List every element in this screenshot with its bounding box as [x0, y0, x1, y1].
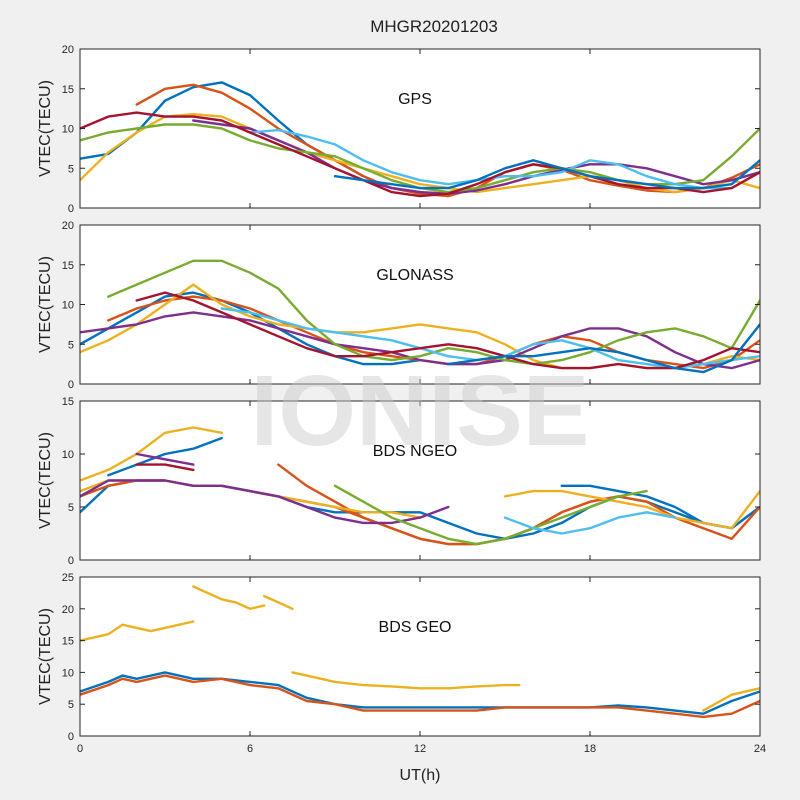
series-line-10	[80, 479, 450, 525]
axes-frame	[79, 400, 761, 561]
series-line-2	[135, 83, 760, 198]
plot-area	[80, 49, 760, 208]
y-tick-label: 15	[62, 396, 74, 408]
subplot-1: 0 5 10 15 20 GPS VTEC(TECU)	[37, 44, 761, 215]
y-tick-label: 0	[68, 203, 74, 215]
series-group	[80, 259, 760, 374]
series-line-4	[192, 119, 760, 195]
series-line-7	[80, 111, 760, 198]
y-axis-label: VTEC(TECU)	[37, 432, 54, 529]
series-line-4	[291, 671, 521, 690]
y-tick-label: 0	[68, 731, 74, 743]
series-line-6	[80, 426, 223, 482]
y-tick-label: 10	[62, 667, 74, 679]
y-tick-label: 20	[62, 44, 74, 56]
y-axis-label: VTEC(TECU)	[37, 608, 54, 705]
subplot-3: 0 5 10 15 BDS NGEO VTEC(TECU)	[37, 396, 761, 567]
panel-title: GPS	[398, 91, 432, 108]
y-tick-label: 15	[62, 84, 74, 96]
series-line-5	[277, 463, 620, 546]
y-tick-label: 25	[62, 572, 74, 584]
axes-frame	[79, 48, 761, 209]
y-tick-label: 20	[62, 220, 74, 232]
y-tick-label: 5	[68, 163, 74, 175]
plot-area	[80, 225, 760, 384]
x-tick-label: 24	[754, 743, 766, 755]
panel-title: BDS GEO	[379, 619, 452, 636]
y-axis-label: VTEC(TECU)	[37, 256, 54, 353]
x-tick-label: 6	[247, 743, 253, 755]
series-line-9	[135, 452, 195, 466]
series-line-7	[135, 291, 760, 370]
series-group	[80, 585, 760, 719]
series-line-12	[503, 511, 677, 535]
subplot-4: 0 6 12 18 24 0 5 10 15 20 25 BDS GEO VTEC(TECU)	[37, 572, 766, 755]
y-tick-label: 0	[68, 555, 74, 567]
series-group	[80, 81, 760, 198]
series-line-3	[263, 594, 294, 610]
series-line-5	[702, 687, 760, 712]
series-line-1	[80, 620, 195, 642]
series-line-8	[503, 489, 760, 530]
y-tick-label: 15	[62, 260, 74, 272]
y-tick-label: 10	[62, 300, 74, 312]
axes-frame	[79, 576, 761, 737]
series-line-11	[333, 484, 648, 546]
y-tick-label: 5	[68, 339, 74, 351]
y-tick-label: 15	[62, 636, 74, 648]
y-tick-label: 20	[62, 604, 74, 616]
subplot-2: 0 5 10 15 20 GLONASS VTEC(TECU)	[37, 220, 761, 391]
figure-title: MHGR20201203	[370, 17, 498, 36]
y-tick-label: 10	[62, 124, 74, 136]
x-tick-label: 12	[414, 743, 426, 755]
subplot-stack: 0 5 10 15 20 GPS VTEC(TECU) 0 5 10 15 20 GLONASS VTEC…	[37, 44, 766, 755]
y-tick-label: 5	[68, 699, 74, 711]
y-axis-label: VTEC(TECU)	[37, 80, 54, 177]
series-line-2	[107, 436, 223, 477]
x-tick-label: 0	[77, 743, 83, 755]
watermark: IONISE	[251, 355, 590, 467]
series-line-2	[192, 585, 266, 610]
axes-frame	[79, 224, 761, 385]
series-group	[80, 426, 760, 546]
series-line-6	[80, 671, 760, 715]
panel-title: GLONASS	[376, 267, 453, 284]
x-axis-label: UT(h)	[400, 767, 441, 784]
series-line-7	[80, 674, 760, 719]
y-tick-label: 10	[62, 449, 74, 461]
panel-title: BDS NGEO	[373, 443, 457, 460]
x-tick-label: 18	[584, 743, 596, 755]
series-line-4	[80, 311, 760, 370]
y-tick-label: 0	[68, 379, 74, 391]
y-tick-label: 5	[68, 502, 74, 514]
series-line-8	[447, 323, 760, 374]
series-line-13	[135, 463, 195, 472]
series-line-8	[333, 159, 760, 190]
